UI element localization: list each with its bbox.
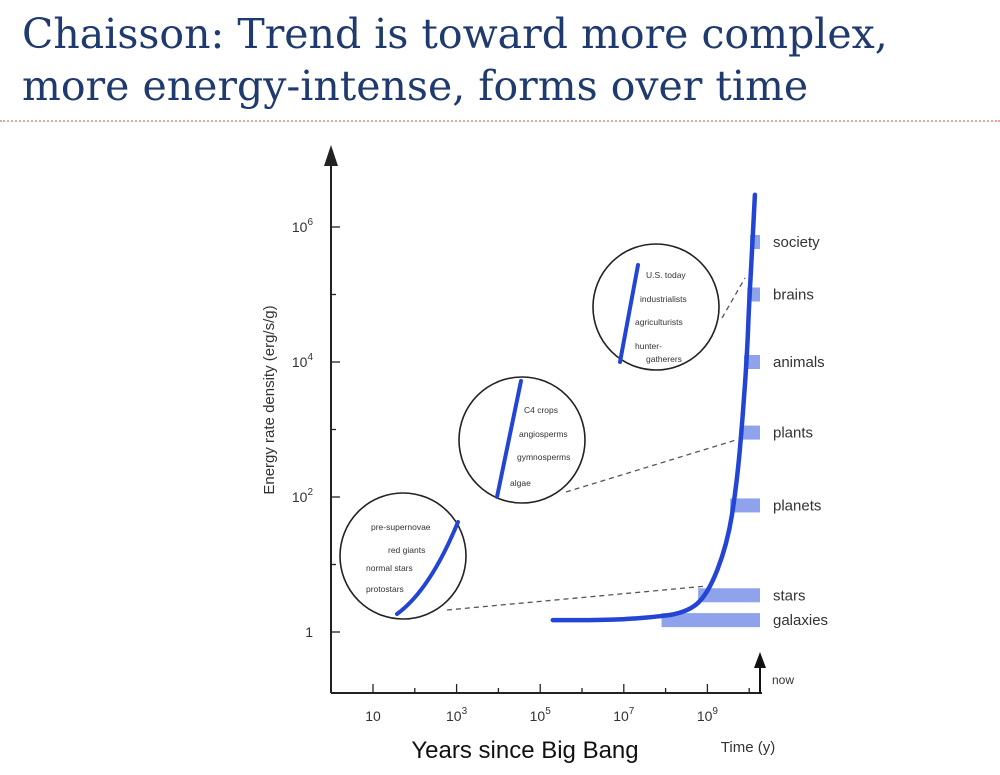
inset-curve [618,263,640,364]
inset-label: gymnosperms [517,452,570,462]
insets-layer: pre-supernovae red giants normal stars prot… [339,243,746,620]
inset-connector [565,439,737,493]
main-curve [550,192,758,623]
inset-label: industrialists [640,294,687,304]
level-label-animals: animals [773,354,825,371]
y-tick-label: 1 [305,624,313,640]
y-axis-arrow [324,145,338,166]
level-label-stars: stars [773,587,806,604]
y-axis-label: Energy rate density (erg/s/g) [261,305,278,494]
x-tick-label: 10 [365,708,381,724]
inset-label: pre-supernovae [371,522,431,532]
inset-circle [458,376,586,504]
axes: 10 103 105 107 109 1 102 104 106 [292,145,766,724]
inset-label: normal stars [366,563,413,573]
title-line-2: more energy-intense, forms over time [22,62,809,110]
x-tick-label: 105 [530,706,552,724]
inset-label: gatherers [646,354,682,364]
title-line-1: Chaisson: Trend is toward more complex, [22,10,888,58]
level-label-brains: brains [773,287,814,304]
y-tick-label: 104 [292,352,314,370]
inset-stellar: pre-supernovae red giants normal stars prot… [339,492,708,620]
level-label-galaxies: galaxies [773,612,828,629]
x-axis-secondary-label: Time (y) [721,739,775,756]
inset-label: agriculturists [635,317,683,327]
level-label-plants: plants [773,425,813,442]
inset-circle [592,243,720,371]
x-axis-label: Years since Big Bang [411,737,638,764]
inset-label: angiosperms [519,429,568,439]
level-bar-plants [739,425,760,440]
level-bars: galaxies stars planets plants animals brains s… [661,234,828,629]
level-label-society: society [773,234,820,251]
y-tick-label: 102 [292,487,314,505]
inset-label: hunter- [635,341,662,351]
level-bar-stars [698,588,760,603]
x-tick-label: 103 [446,706,468,724]
inset-circle [339,492,467,620]
inset-human: U.S. today industrialists agriculturists hu… [592,243,746,371]
level-bar-society [750,234,760,249]
slide-title: Chaisson: Trend is toward more complex, … [22,8,982,112]
level-label-planets: planets [773,497,821,514]
inset-label: protostars [366,584,404,594]
x-tick-label: 107 [613,706,635,724]
level-bar-planets [730,498,760,513]
y-tick-label: 106 [292,217,314,235]
inset-connector [721,277,746,319]
level-bar-galaxies [661,613,760,628]
inset-label: algae [510,478,531,488]
now-label: now [772,673,794,687]
x-tick-label: 109 [697,706,719,724]
title-divider [0,120,1000,122]
inset-curve [495,379,523,499]
curve-layer [550,192,758,623]
now-arrow-head [754,652,766,668]
inset-curve [395,520,460,616]
inset-label: C4 crops [524,405,558,415]
inset-biological: C4 crops angiosperms gymnosperms algae [458,376,737,504]
inset-label: red giants [388,545,425,555]
inset-label: U.S. today [646,270,686,280]
inset-connector [446,585,708,611]
